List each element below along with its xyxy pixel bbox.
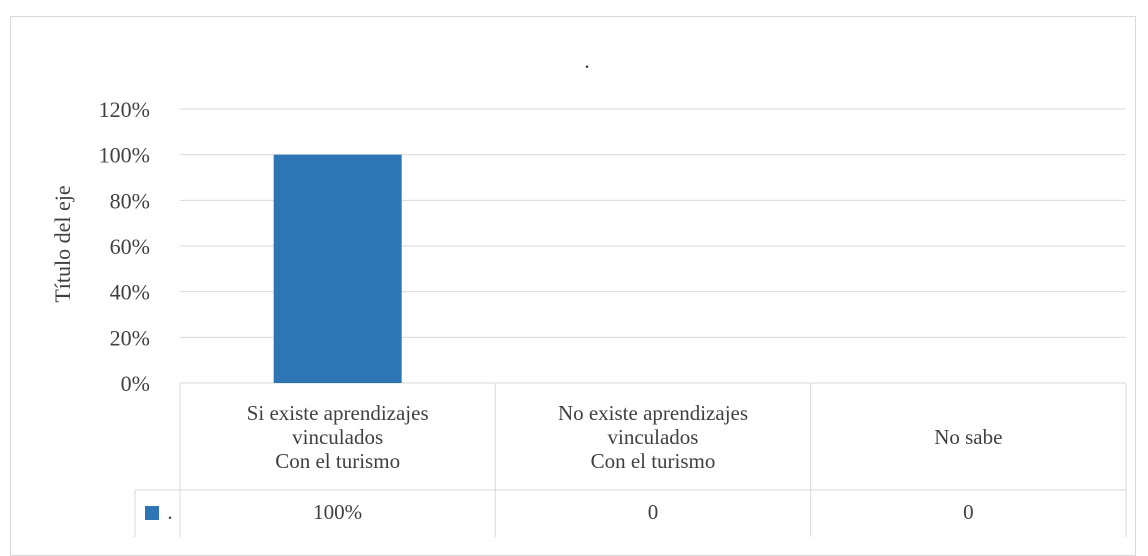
table-value: 0 bbox=[963, 500, 974, 524]
y-tick-label: 80% bbox=[110, 188, 150, 213]
y-tick-label: 60% bbox=[110, 234, 150, 259]
y-tick-label: 100% bbox=[99, 143, 150, 168]
legend-swatch bbox=[145, 506, 159, 520]
legend-series-name: . bbox=[167, 500, 173, 524]
y-tick-label: 120% bbox=[99, 97, 150, 122]
table-value: 0 bbox=[647, 500, 659, 524]
bar bbox=[273, 154, 402, 383]
x-category-label: No existe aprendizajes vinculados Con el t… bbox=[557, 400, 749, 473]
y-tick-label: 0% bbox=[121, 371, 150, 396]
chart-area bbox=[10, 16, 1136, 556]
y-tick-label: 20% bbox=[110, 325, 150, 350]
chart-title: . bbox=[584, 48, 590, 73]
y-axis-label: Título del eje bbox=[50, 185, 75, 302]
table-value: 100% bbox=[313, 500, 363, 524]
x-category-label: No sabe bbox=[934, 424, 1003, 449]
x-category-label: Si existe aprendizajes vinculados Con el t… bbox=[246, 400, 429, 473]
y-tick-label: 40% bbox=[110, 280, 150, 305]
bar-chart: . Título del eje 0% 20% 40% 60% 80% 100% 120% bbox=[50, 48, 1127, 537]
